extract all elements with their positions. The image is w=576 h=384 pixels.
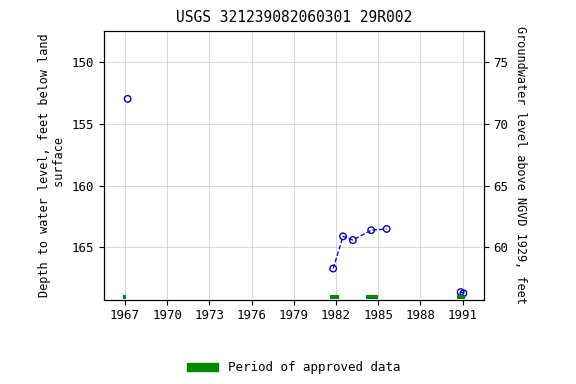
Bar [366,295,378,299]
Bar [123,295,126,299]
Bar [457,295,465,299]
Point [459,290,468,296]
Point [328,265,338,271]
Point [382,226,391,232]
Point [366,227,376,233]
Point [339,233,348,239]
Point [348,237,358,243]
Bar [329,295,339,299]
Y-axis label: Groundwater level above NGVD 1929, feet: Groundwater level above NGVD 1929, feet [514,26,527,304]
Y-axis label: Depth to water level, feet below land
 surface: Depth to water level, feet below land su… [38,33,66,297]
Point [123,96,132,102]
Point [456,289,465,295]
Title: USGS 321239082060301 29R002: USGS 321239082060301 29R002 [176,10,412,25]
Legend: Period of approved data: Period of approved data [182,356,406,379]
